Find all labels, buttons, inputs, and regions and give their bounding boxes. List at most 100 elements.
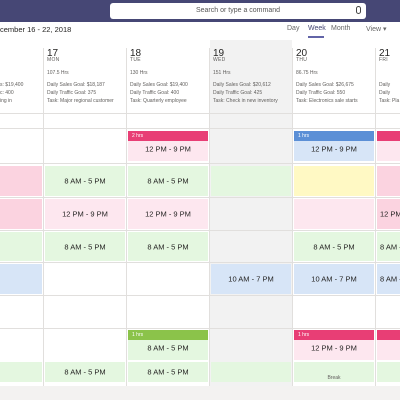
day-name: TUE [130, 57, 141, 63]
day-name: THU [296, 57, 308, 63]
shift-block[interactable]: 10 AM - 7 PM [294, 264, 374, 294]
grid-line [0, 230, 400, 231]
date-range: cember 16 - 22, 2018 [0, 25, 72, 34]
note-line: Daily [379, 82, 391, 88]
shift-block[interactable]: 2 hrs 12 PM - 9 PM [128, 131, 208, 161]
note-line: Daily Sales Goal: $26,675 [296, 82, 354, 88]
shift-block[interactable] [211, 166, 291, 196]
shift-block[interactable]: 12 PM - 9 PM [45, 199, 125, 229]
shift-time: 8 AM - 5 PM [64, 242, 106, 251]
shift-time: 8 AM - 5 PM [380, 274, 400, 284]
note-line: Task: Check in new inventory [213, 98, 278, 104]
shift-block[interactable] [0, 264, 42, 294]
day-number: 20 [296, 48, 308, 59]
grid-line [0, 295, 400, 296]
shift-block[interactable] [294, 166, 374, 196]
day-hours: 107.5 Hrs [47, 70, 69, 76]
shift-block[interactable]: 8 AM - 5 PM [128, 232, 208, 261]
day-column-fri: 21 FRI Daily Daily Task: Pla [376, 40, 400, 400]
shift-time: 8 AM - 5 PM [380, 242, 400, 251]
shift-block[interactable]: 8 AM - 5 PM [377, 232, 400, 261]
shift-block[interactable] [0, 166, 42, 196]
view-menu-label: View [366, 26, 382, 33]
shift-block[interactable]: 12 PM - 9 PM [128, 199, 208, 229]
shift-block[interactable] [0, 199, 42, 229]
day-column-wed: 19 WED 151 Hrs Daily Sales Goal: $20,612… [210, 40, 292, 400]
shift-block[interactable] [0, 232, 42, 261]
shift-block[interactable] [377, 330, 400, 360]
shift-duration-band [377, 131, 400, 141]
day-notes: Daily Daily Task: Pla [379, 81, 399, 105]
grid-line [209, 48, 210, 400]
shift-time: 8 AM - 5 PM [147, 343, 189, 353]
shift-block[interactable]: 8 AM - 5 PM [128, 166, 208, 196]
shift-time: 8 AM - 5 PM [313, 242, 355, 251]
day-name: MON [47, 57, 60, 63]
shift-block[interactable]: 8 AM - 5 PM [128, 362, 208, 382]
footer-strip [0, 386, 400, 400]
note-line: Task: Pla [379, 98, 400, 104]
note-line: Daily Traffic Goal: 550 [296, 90, 346, 96]
view-week[interactable]: Week [308, 25, 326, 32]
shift-block[interactable] [377, 362, 400, 382]
shift-time: 10 AM - 7 PM [228, 274, 274, 284]
view-day[interactable]: Day [287, 25, 300, 32]
day-notes: Daily Sales Goal: $18,187 Daily Traffic … [47, 81, 114, 105]
shift-time: 8 AM - 5 PM [64, 367, 106, 377]
app-header: Search or type a command [0, 0, 400, 22]
shift-time: 8 AM - 5 PM [147, 176, 189, 186]
grid-line [0, 163, 400, 164]
grid-line [43, 48, 44, 400]
shift-block[interactable]: 8 AM - 5 PM [45, 232, 125, 261]
shift-duration-band: 1 hrs [294, 131, 374, 141]
shift-block[interactable]: 8 AM - 5 PM [45, 166, 125, 196]
grid-line [0, 197, 400, 198]
shift-duration-band: 1 hrs [294, 330, 374, 340]
view-menu[interactable]: View ▾ [366, 26, 387, 33]
grid-line [375, 48, 376, 400]
note-line: s: $19,400 [0, 82, 24, 88]
shift-block[interactable] [211, 362, 291, 382]
search-box[interactable]: Search or type a command [110, 3, 366, 19]
day-column-thu: 20 THU 86.75 Hrs Daily Sales Goal: $26,6… [293, 40, 375, 400]
day-name: FRI [379, 57, 388, 63]
shift-block[interactable]: 1 hrs 12 PM - 9 PM [294, 131, 374, 161]
shift-block[interactable]: Break [294, 362, 374, 382]
shift-time: 12 PM - 9 PM [311, 144, 357, 154]
note-line: c: 400 [0, 90, 14, 96]
note-line: Daily Sales Goal: $20,612 [213, 82, 271, 88]
shift-block[interactable] [294, 199, 374, 229]
day-notes: Daily Sales Goal: $19,400 Daily Traffic … [130, 81, 188, 105]
view-month[interactable]: Month [331, 25, 351, 32]
shift-block[interactable] [377, 166, 400, 196]
shift-block[interactable]: 1 hrs 8 AM - 5 PM [128, 330, 208, 360]
shift-duration-band: 2 hrs [128, 131, 208, 141]
shift-block[interactable]: 1 hrs 12 PM - 9 PM [294, 330, 374, 360]
grid-line [0, 128, 400, 129]
shift-duration-band [377, 330, 400, 340]
day-hours: 86.75 Hrs [296, 70, 318, 76]
day-number: 18 [130, 48, 142, 59]
shift-block[interactable]: 8 AM - 5 PM [377, 264, 400, 294]
shift-block[interactable]: 12 PM - 9 PM [377, 199, 400, 229]
calendar-toolbar: cember 16 - 22, 2018 Day Week Month View… [0, 22, 400, 38]
shift-block[interactable] [0, 362, 42, 382]
grid-line [126, 48, 127, 400]
day-column-tue: 18 TUE 130 Hrs Daily Sales Goal: $19,400… [127, 40, 209, 400]
shift-block[interactable]: 8 AM - 5 PM [45, 362, 125, 382]
note-line: Task: Quarterly employee [130, 98, 187, 104]
day-number: 19 [213, 48, 225, 59]
shift-time: 8 AM - 5 PM [147, 242, 189, 251]
shift-time: 12 PM - 9 PM [311, 343, 357, 353]
active-view-indicator [308, 36, 324, 38]
microphone-icon[interactable] [356, 6, 361, 14]
shift-block[interactable]: 10 AM - 7 PM [211, 264, 291, 294]
break-label: Break [327, 375, 341, 381]
note-line: Daily Traffic Goal: 375 [47, 90, 97, 96]
grid-line [0, 328, 400, 329]
grid-line [0, 113, 400, 114]
note-line: Daily Sales Goal: $19,400 [130, 82, 188, 88]
day-hours: 151 Hrs [213, 70, 231, 76]
shift-block[interactable]: 8 AM - 5 PM [294, 232, 374, 261]
shift-block[interactable] [377, 131, 400, 161]
